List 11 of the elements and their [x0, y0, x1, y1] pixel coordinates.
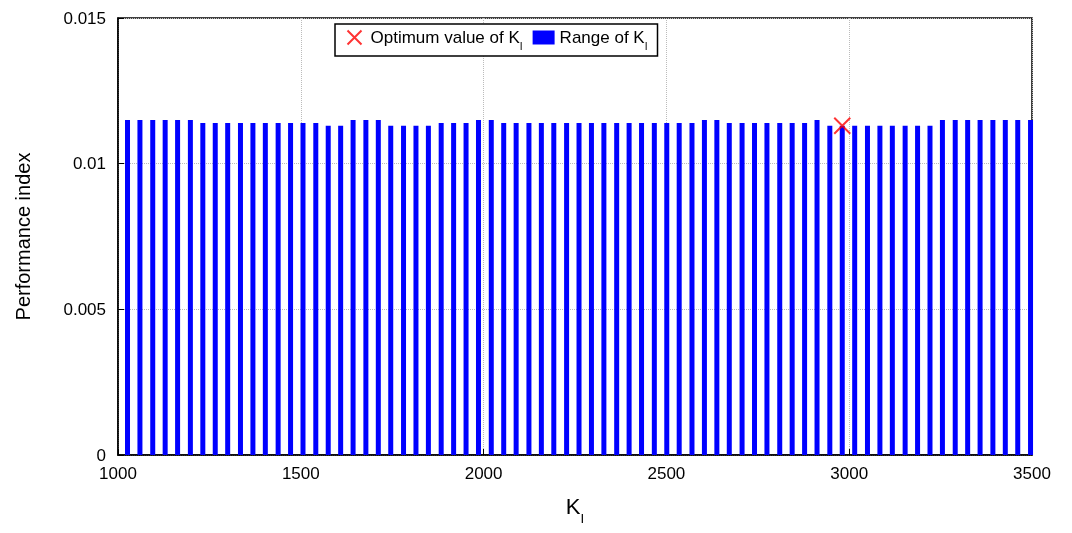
- x-tick-label: 1000: [99, 464, 137, 483]
- x-tick-label: 3000: [830, 464, 869, 483]
- y-tick-label: 0.015: [63, 8, 106, 28]
- y-axis-title: Performance index: [12, 152, 34, 321]
- x-tick-label: 2000: [464, 464, 503, 483]
- x-tick-label: 1500: [281, 464, 320, 483]
- y-tick-label: 0.01: [72, 154, 106, 174]
- y-tick-label: 0.005: [63, 299, 106, 319]
- y-tick-label: 0: [96, 445, 106, 465]
- x-tick-label: 2500: [647, 464, 686, 483]
- x-tick-label: 3500: [1013, 464, 1051, 483]
